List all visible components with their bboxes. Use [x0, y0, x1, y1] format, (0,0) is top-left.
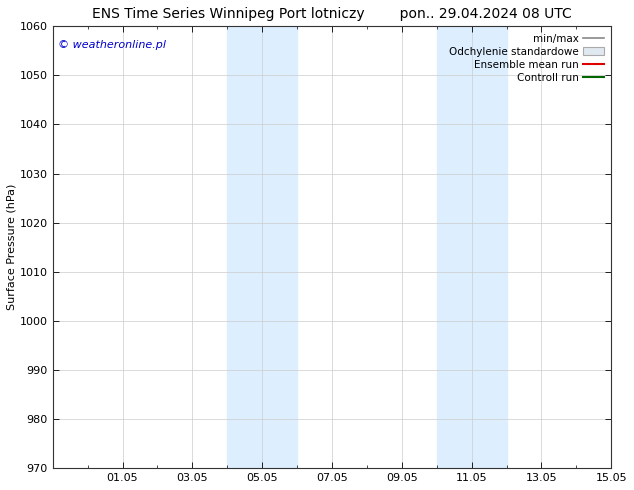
Text: © weatheronline.pl: © weatheronline.pl [58, 40, 166, 49]
Legend: min/max, Odchylenie standardowe, Ensemble mean run, Controll run: min/max, Odchylenie standardowe, Ensembl… [445, 29, 608, 87]
Bar [227, 26, 262, 468]
Title: ENS Time Series Winnipeg Port lotniczy        pon.. 29.04.2024 08 UTC: ENS Time Series Winnipeg Port lotniczy p… [92, 7, 572, 21]
Bar [262, 26, 297, 468]
Bar [437, 26, 472, 468]
Bar [472, 26, 507, 468]
Y-axis label: Surface Pressure (hPa): Surface Pressure (hPa) [7, 184, 17, 311]
